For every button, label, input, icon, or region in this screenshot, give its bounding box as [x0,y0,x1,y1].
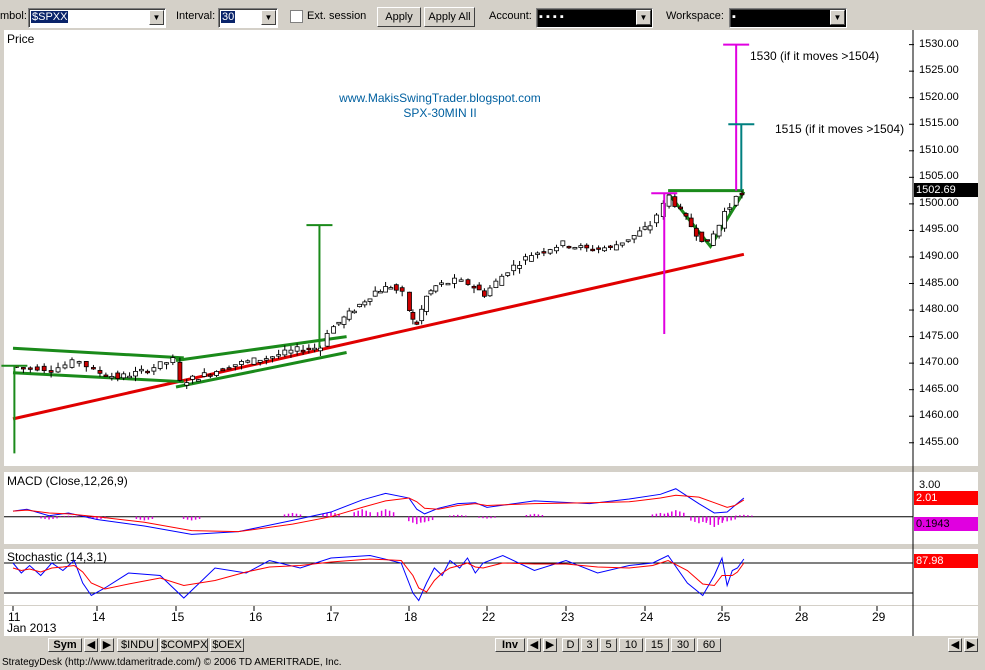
account-label: Account: [489,10,532,22]
interval-tab[interactable]: 5 [600,638,617,652]
symbol-tab[interactable]: $COMPX [160,638,208,652]
symbol-combo[interactable]: $SPXX ▼ [28,8,166,28]
symbol-label: mbol: [0,10,27,22]
status-text: StrategyDesk (http://www.tdameritrade.co… [2,657,342,668]
price-tick-label: 1470.00 [919,356,959,369]
price-tick-label: 1510.00 [919,143,959,156]
macd-value-tag: 2.01 [914,491,978,505]
price-panel-title: Price [7,32,35,46]
interval-tab[interactable]: 30 [671,638,695,652]
scroll-right-icon[interactable]: ▶ [100,638,114,652]
sym-button[interactable]: Sym [48,638,82,652]
workspace-combo[interactable]: ▪ ▼ [729,8,847,28]
interval-tab[interactable]: 15 [645,638,669,652]
price-tick-label: 1520.00 [919,90,959,103]
interval-tab[interactable]: D [562,638,579,652]
apply-all-button[interactable]: Apply All [424,7,475,27]
histogram-value-tag: 0.1943 [914,517,978,531]
price-tick-label: 1480.00 [919,303,959,316]
scroll-left-icon[interactable]: ◀ [948,638,962,652]
inv-button[interactable]: Inv [495,638,525,652]
scroll-right-icon[interactable]: ▶ [964,638,978,652]
date-axis-corner [913,606,978,636]
ext-session-label: Ext. session [307,10,367,22]
price-tick-label: 1525.00 [919,64,959,77]
price-tick-label: 1500.00 [919,196,959,209]
ext-session-checkbox[interactable] [290,10,303,23]
interval-tab[interactable]: 10 [619,638,643,652]
workspace-label: Workspace: [666,10,724,22]
price-tick-label: 1485.00 [919,276,959,289]
date-axis: Jan 2013 [4,606,913,636]
price-tick-label: 1475.00 [919,329,959,342]
price-axis: 1530.00 1525.00 1520.00 1515.00 1510.00 1505.… [913,30,978,466]
symbol-value: $SPXX [31,11,69,23]
chevron-down-icon[interactable]: ▼ [149,10,164,25]
symbol-tab[interactable]: $INDU [117,638,158,652]
scroll-right-icon[interactable]: ▶ [543,638,557,652]
account-combo[interactable]: ▪ ▪ ▪ ▪ ▼ [536,8,653,28]
interval-tab[interactable]: 60 [697,638,721,652]
macd-panel-title: MACD (Close,12,26,9) [7,474,128,488]
chevron-down-icon[interactable]: ▼ [636,10,651,25]
macd-axis: 3.00 [913,472,978,544]
symbol-tab[interactable]: $OEX [210,638,244,652]
bottom-tab-strip: Sym ◀ ▶ Inv ◀ ▶ ◀ ▶ $INDU $COMPX $OEX D 3 5 10… [0,636,985,654]
account-value: ▪ ▪ ▪ ▪ [539,11,564,23]
price-tick-label: 1505.00 [919,170,959,183]
price-tick-label: 1465.00 [919,382,959,395]
macd-tick: 3.00 [919,479,941,491]
scroll-left-icon[interactable]: ◀ [527,638,541,652]
chevron-down-icon[interactable]: ▼ [830,10,845,25]
month-label: Jan 2013 [7,621,57,635]
workspace-value: ▪ [732,11,736,23]
stochastic-panel[interactable]: Stochastic (14,3,1) [4,549,913,605]
apply-button[interactable]: Apply [377,7,421,27]
price-tick-label: 1495.00 [919,223,959,236]
chevron-down-icon[interactable]: ▼ [261,10,276,25]
interval-label: Interval: [176,10,216,22]
stochastic-value-tag: 87.98 [914,554,978,568]
price-tick-label: 1460.00 [919,409,959,422]
stochastic-panel-title: Stochastic (14,3,1) [7,550,108,564]
price-tick-label: 1490.00 [919,249,959,262]
status-bar: StrategyDesk (http://www.tdameritrade.co… [0,655,985,670]
interval-value: 30 [221,11,236,23]
price-tick-label: 1515.00 [919,117,959,130]
macd-panel[interactable]: MACD (Close,12,26,9) [4,472,913,544]
scroll-left-icon[interactable]: ◀ [84,638,98,652]
price-panel[interactable]: Price [4,30,913,466]
toolbar: mbol: $SPXX ▼ Interval: 30 ▼ Ext. sessio… [0,0,985,32]
price-tick-label: 1455.00 [919,435,959,448]
interval-combo[interactable]: 30 ▼ [218,8,278,28]
last-price-tag: 1502.69 [914,182,978,197]
price-tick-label: 1530.00 [919,37,959,50]
interval-tab[interactable]: 3 [581,638,598,652]
